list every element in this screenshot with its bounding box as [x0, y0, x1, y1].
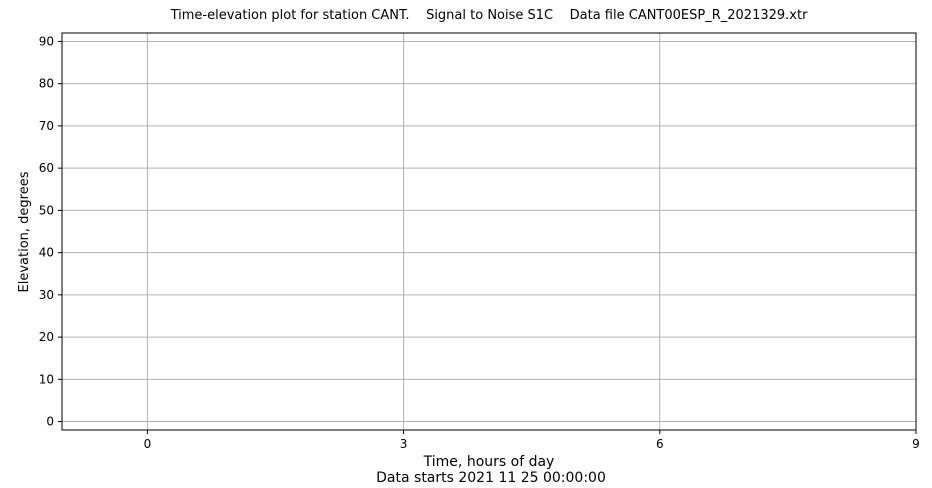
grid	[62, 33, 917, 430]
y-tick-label: 60	[39, 161, 54, 175]
y-tick-label: 30	[39, 288, 54, 302]
y-tick-label: 40	[39, 246, 54, 260]
chart-title: Time-elevation plot for station CANT. Si…	[170, 8, 808, 23]
y-tick-label: 10	[39, 372, 54, 386]
y-tick-label: 50	[39, 203, 54, 217]
y-axis-label: Elevation, degrees	[17, 171, 32, 292]
y-tick-label: 0	[46, 415, 54, 429]
y-tick-label: 70	[39, 119, 54, 133]
y-tick-label: 80	[39, 77, 54, 91]
x-tick-label: 6	[656, 437, 664, 451]
x-axis-secondary-label: Data starts 2021 11 25 00:00:00	[376, 470, 606, 486]
x-axis-label: Time, hours of day	[423, 454, 555, 470]
x-tick-label: 0	[144, 437, 152, 451]
x-tick-label: 3	[400, 437, 408, 451]
plot-area-frame	[61, 32, 917, 431]
y-tick-label: 90	[39, 34, 54, 48]
x-tick-label: 9	[912, 437, 920, 451]
y-tick-label: 20	[39, 330, 54, 344]
